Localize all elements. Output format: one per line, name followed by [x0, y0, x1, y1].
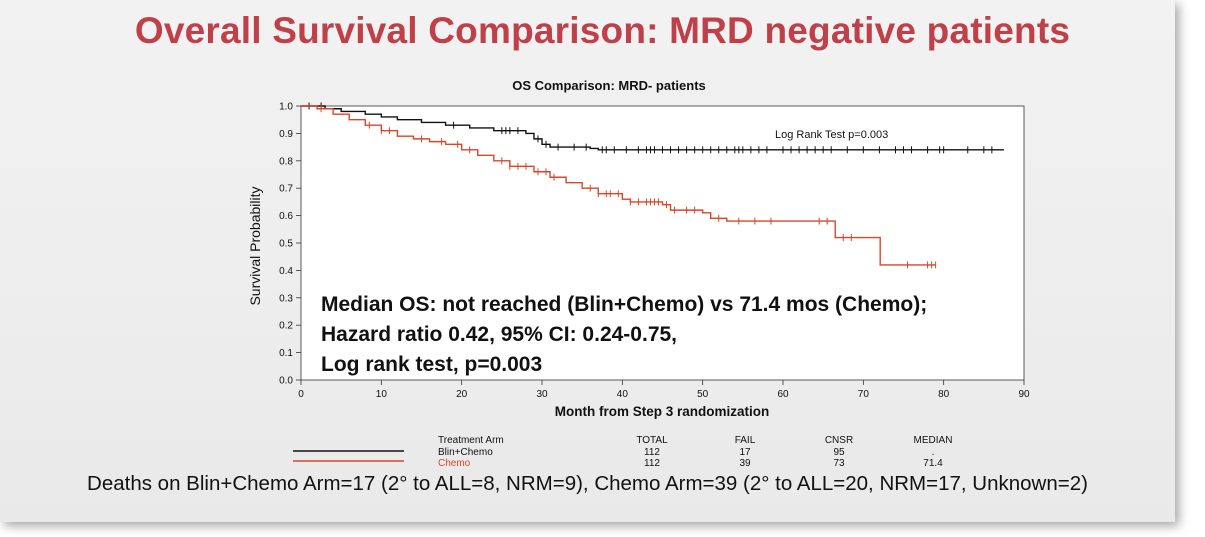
- x-tick-label: 0: [298, 389, 304, 400]
- risk-row-cnsr-blin: 95: [833, 447, 845, 458]
- y-tick-label: 0.0: [279, 376, 293, 387]
- x-tick-label: 50: [697, 389, 709, 400]
- slide-title: Overall Survival Comparison: MRD negativ…: [134, 10, 1071, 51]
- risk-row-arm-chemo: Chemo: [438, 458, 471, 469]
- y-axis-label: Survival Probability: [247, 186, 263, 305]
- risk-row-total-chemo: 112: [644, 458, 660, 469]
- x-tick-label: 80: [938, 389, 950, 400]
- y-axis-ticks: 0.0 0.1 0.2 0.3 0.4 0.5 0.6 0.7 0.8 0.9 1.0: [279, 102, 301, 387]
- x-tick-label: 40: [617, 389, 629, 400]
- log-rank-annotation: Log Rank Test p=0.003: [775, 129, 888, 141]
- y-tick-label: 0.8: [279, 156, 293, 167]
- stats-line-3: Log rank test, p=0.003: [321, 353, 542, 376]
- chart-title: OS Comparison: MRD- patients: [512, 78, 706, 93]
- risk-header-fail: FAIL: [735, 435, 756, 446]
- x-tick-label: 70: [858, 389, 870, 400]
- risk-row-arm-blin: Blin+Chemo: [438, 447, 493, 458]
- y-tick-label: 0.7: [279, 184, 293, 195]
- y-tick-label: 0.9: [279, 129, 293, 140]
- y-tick-label: 0.4: [279, 266, 293, 277]
- x-tick-label: 20: [456, 389, 468, 400]
- risk-header-cnsr: CNSR: [825, 435, 853, 446]
- y-tick-label: 0.6: [279, 211, 293, 222]
- risk-row-total-blin: 112: [644, 447, 660, 458]
- x-tick-label: 60: [777, 389, 789, 400]
- y-tick-label: 0.2: [279, 321, 293, 332]
- y-tick-label: 0.5: [279, 239, 293, 250]
- stats-line-2: Hazard ratio 0.42, 95% CI: 0.24-0.75,: [321, 323, 677, 346]
- risk-header-arm: Treatment Arm: [438, 435, 504, 446]
- risk-header-total: TOTAL: [636, 435, 668, 446]
- y-tick-label: 0.1: [279, 348, 293, 359]
- risk-table: Treatment Arm TOTAL FAIL CNSR MEDIAN Bli…: [293, 435, 952, 469]
- survival-curves: [301, 102, 1004, 269]
- risk-row-cnsr-chemo: 73: [833, 458, 845, 469]
- x-tick-label: 10: [376, 389, 388, 400]
- x-axis-label: Month from Step 3 randomization: [555, 404, 770, 419]
- x-axis-ticks: 0 10 20 30 40 50 60 70 80 90: [298, 380, 1030, 400]
- risk-row-fail-blin: 17: [739, 447, 751, 458]
- deaths-footnote: Deaths on Blin+Chemo Arm=17 (2° to ALL=8…: [87, 472, 1088, 495]
- y-tick-label: 0.3: [279, 293, 293, 304]
- risk-row-fail-chemo: 39: [739, 458, 751, 469]
- x-tick-label: 90: [1018, 389, 1030, 400]
- curve-blin-chemo: [301, 105, 1004, 151]
- risk-row-median-blin: .: [932, 447, 935, 458]
- risk-row-median-chemo: 71.4: [923, 458, 943, 469]
- y-tick-label: 1.0: [279, 102, 293, 113]
- stats-line-1: Median OS: not reached (Blin+Chemo) vs 7…: [321, 293, 927, 316]
- x-tick-label: 30: [536, 389, 548, 400]
- risk-header-median: MEDIAN: [914, 435, 953, 446]
